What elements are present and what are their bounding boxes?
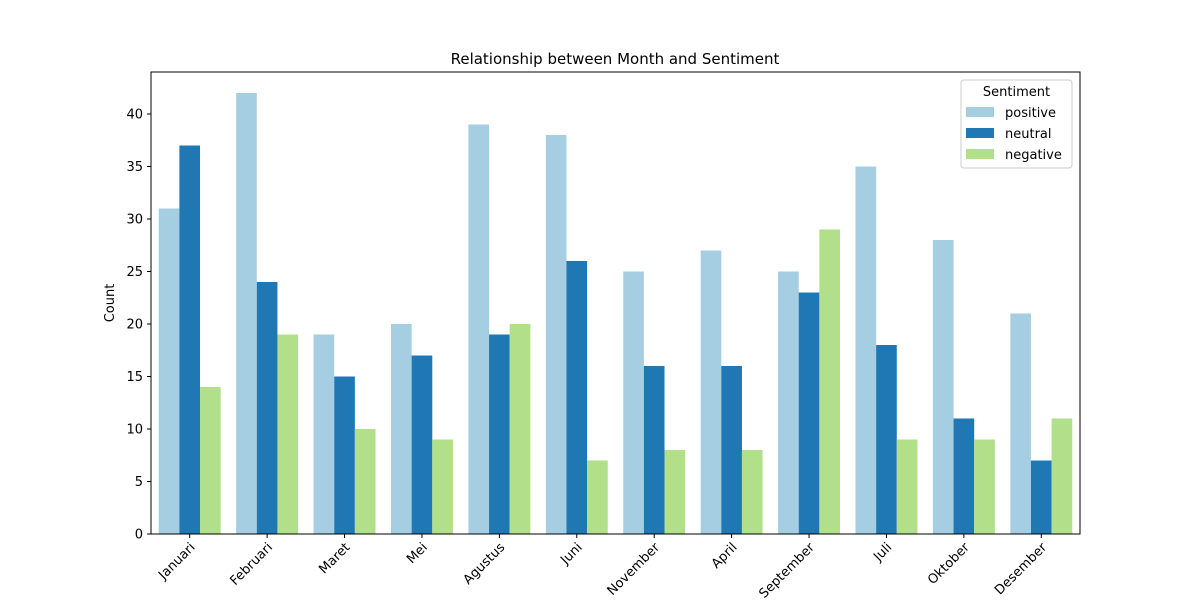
x-tick-label: Oktober bbox=[925, 540, 973, 588]
legend-swatch-neutral bbox=[966, 128, 994, 138]
x-tick-label: Agustus bbox=[461, 540, 509, 588]
legend-title: Sentiment bbox=[983, 85, 1050, 100]
legend-label-neutral: neutral bbox=[1005, 127, 1052, 142]
bar-positive-maret bbox=[313, 334, 335, 534]
bar-neutral-juni bbox=[566, 261, 588, 534]
x-tick-label: Juni bbox=[557, 540, 585, 568]
bar-negative-desember bbox=[1051, 418, 1073, 534]
bar-positive-september bbox=[778, 271, 799, 534]
bar-positive-november bbox=[623, 271, 644, 534]
legend-swatch-positive bbox=[966, 107, 994, 117]
bar-positive-agustus bbox=[468, 124, 490, 534]
y-tick-label: 20 bbox=[126, 318, 143, 333]
bar-negative-agustus bbox=[509, 324, 531, 534]
x-tick-label: Mei bbox=[404, 540, 431, 567]
bar-positive-juni bbox=[545, 135, 567, 534]
x-tick-label: April bbox=[709, 540, 741, 572]
bar-neutral-oktober bbox=[953, 418, 975, 534]
bar-neutral-april bbox=[721, 366, 742, 534]
legend-box bbox=[960, 79, 1073, 169]
x-tick-label: November bbox=[605, 540, 664, 599]
y-tick-label: 30 bbox=[126, 213, 143, 228]
bar-negative-oktober bbox=[974, 439, 995, 534]
bar-positive-januari bbox=[158, 208, 180, 534]
bars-layer bbox=[158, 93, 1073, 534]
bar-negative-mei bbox=[432, 439, 453, 534]
bar-negative-januari bbox=[200, 387, 221, 534]
chart-title: Relationship between Month and Sentiment bbox=[451, 50, 780, 68]
x-tick-label: Januari bbox=[155, 540, 198, 583]
x-tick-label: Maret bbox=[316, 540, 353, 577]
y-tick-label: 25 bbox=[126, 265, 143, 280]
plot-frame bbox=[150, 71, 1081, 535]
bar-negative-september bbox=[819, 229, 841, 534]
bar-neutral-januari bbox=[179, 145, 201, 534]
bar-negative-maret bbox=[354, 429, 376, 534]
bar-positive-februari bbox=[236, 93, 257, 534]
bar-neutral-maret bbox=[334, 376, 355, 534]
legend-label-negative: negative bbox=[1005, 148, 1062, 163]
bar-neutral-mei bbox=[411, 355, 433, 534]
bar-neutral-februari bbox=[256, 282, 278, 534]
bar-positive-oktober bbox=[932, 240, 954, 534]
y-tick-label: 0 bbox=[135, 528, 143, 543]
bar-negative-februari bbox=[277, 334, 299, 534]
bar-neutral-juli bbox=[876, 345, 897, 534]
legend: Sentiment positive neutral negative bbox=[960, 79, 1073, 169]
y-tick-label: 15 bbox=[126, 370, 143, 385]
legend-label-positive: positive bbox=[1005, 106, 1056, 121]
bar-negative-juni bbox=[587, 460, 608, 534]
y-tick-label: 35 bbox=[126, 160, 143, 175]
bar-negative-juli bbox=[896, 439, 918, 534]
x-tick-label: Juli bbox=[870, 540, 895, 565]
y-tick-label: 5 bbox=[135, 475, 143, 490]
y-tick-label: 40 bbox=[126, 108, 143, 123]
y-tick-label: 10 bbox=[126, 423, 143, 438]
bar-neutral-agustus bbox=[489, 334, 510, 534]
bar-positive-juli bbox=[855, 166, 877, 534]
bar-positive-mei bbox=[390, 324, 412, 534]
x-tick-label: Februari bbox=[227, 540, 275, 588]
y-axis-label: Count bbox=[103, 284, 118, 323]
x-tick-label: Desember bbox=[992, 540, 1050, 598]
bar-neutral-november bbox=[643, 366, 665, 534]
bar-positive-desember bbox=[1010, 313, 1031, 534]
bar-negative-april bbox=[741, 450, 763, 534]
bar-neutral-september bbox=[798, 292, 820, 534]
bar-positive-april bbox=[700, 250, 722, 534]
bar-negative-november bbox=[664, 450, 686, 534]
x-tick-label: September bbox=[756, 540, 818, 600]
bar-neutral-desember bbox=[1030, 460, 1052, 534]
legend-swatch-negative bbox=[966, 149, 994, 159]
